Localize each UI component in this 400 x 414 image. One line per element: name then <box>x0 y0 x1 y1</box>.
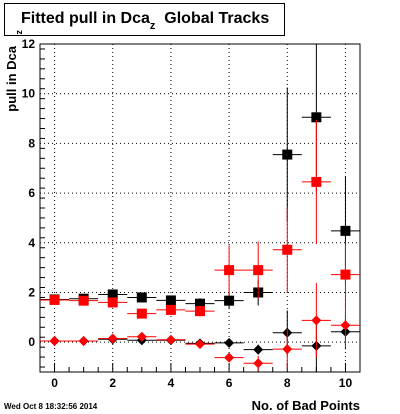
x-tick-label: 6 <box>226 376 233 390</box>
data-point-diamond <box>49 335 60 346</box>
data-point-diamond <box>311 315 322 326</box>
data-point-square <box>224 295 235 306</box>
data-point-square <box>195 306 205 317</box>
title-subscript: z <box>149 20 156 32</box>
chart-title: Fitted pull in Dcaz Global Tracks <box>21 10 270 32</box>
y-axis-label: pull in Dca <box>4 45 19 112</box>
data-point-diamond <box>224 352 235 363</box>
x-axis-label: No. of Bad Points <box>252 398 360 413</box>
y-axis-label-subscript: z <box>14 30 24 35</box>
data-point-square <box>253 265 264 276</box>
x-tick-label: 2 <box>109 376 116 390</box>
data-point-square <box>49 294 60 305</box>
x-tick-label: 4 <box>168 376 175 390</box>
data-point-diamond <box>78 335 89 346</box>
data-point-diamond <box>253 358 264 369</box>
y-tick-label: 0 <box>28 335 35 349</box>
data-point-square <box>340 225 351 236</box>
x-tick-label: 0 <box>51 376 58 390</box>
y-tick-label: 12 <box>22 37 36 51</box>
data-point-square <box>165 295 176 306</box>
data-point-diamond <box>195 339 205 350</box>
data-point-square <box>136 308 147 319</box>
data-point-diamond <box>340 320 351 331</box>
timestamp-footer: Wed Oct 8 18:32:56 2014 <box>4 402 98 411</box>
title-main: Fitted pull in Dca <box>21 10 150 27</box>
data-point-square <box>165 304 176 315</box>
data-point-square <box>311 112 322 123</box>
data-point-square <box>78 295 89 306</box>
data-point-diamond <box>136 331 147 342</box>
y-tick-label: 10 <box>22 87 36 101</box>
title-box: Fitted pull in Dcaz Global Tracks <box>4 3 285 36</box>
data-point-square <box>107 289 118 300</box>
data-point-diamond <box>165 334 176 345</box>
data-point-square <box>195 298 205 309</box>
x-tick-label: 10 <box>339 376 353 390</box>
data-layer <box>40 44 360 372</box>
title-tail: Global Tracks <box>164 10 270 27</box>
data-point-square <box>282 149 293 160</box>
data-point-square <box>136 292 147 303</box>
data-point-square <box>340 269 351 280</box>
data-point-square <box>107 297 118 308</box>
data-point-diamond <box>282 344 293 355</box>
data-point-diamond <box>224 337 235 348</box>
y-tick-label: 2 <box>28 285 35 299</box>
data-point-diamond <box>253 344 264 355</box>
data-point-square <box>224 265 235 276</box>
data-point-square <box>282 244 293 255</box>
x-tick-label: 8 <box>284 376 291 390</box>
data-point-diamond <box>107 333 118 344</box>
y-tick-label: 6 <box>28 186 35 200</box>
y-tick-label: 8 <box>28 136 35 150</box>
data-point-square <box>311 176 322 187</box>
y-tick-label: 4 <box>28 236 35 250</box>
